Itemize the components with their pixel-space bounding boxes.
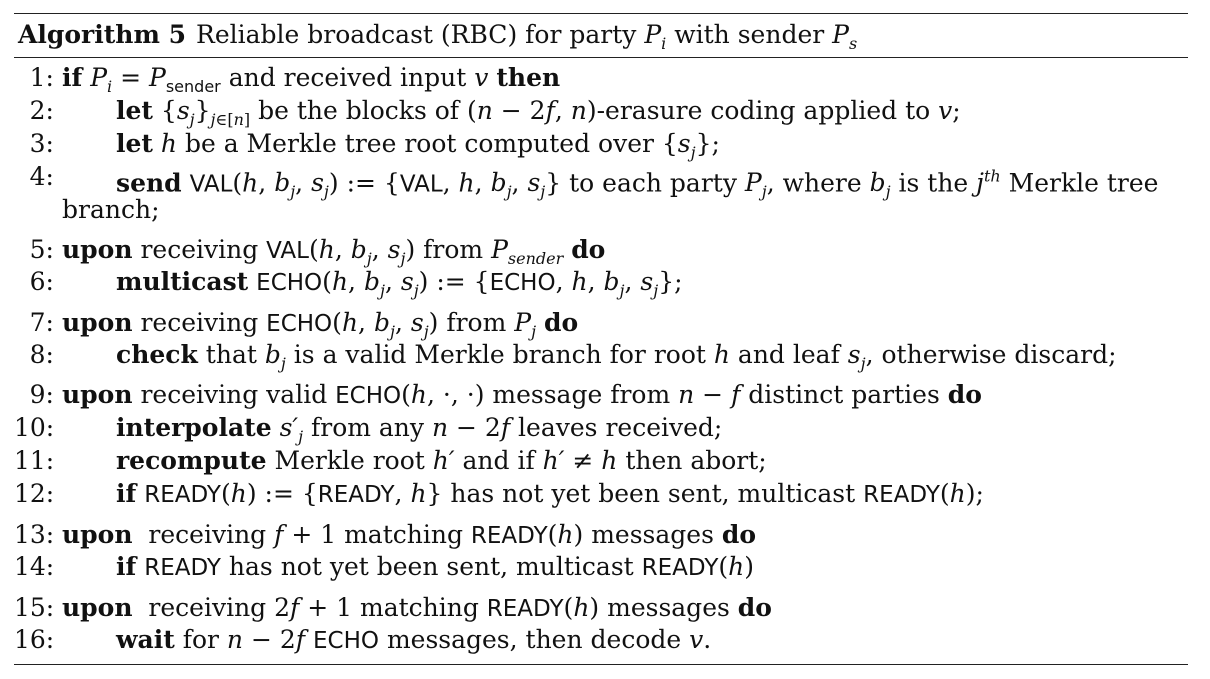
algorithm-line: 8: check that bj is a valid Merkle branch… <box>14 340 1117 373</box>
line-text: let {sj}j∈[n] be the blocks of (n − 2f, … <box>116 96 961 129</box>
algorithm-line: branch; <box>14 195 160 225</box>
line-number: 13: <box>14 520 55 549</box>
caption-rule <box>14 57 1188 58</box>
line-text: upon receiving ECHO(h, bj, sj) from Pj d… <box>62 308 579 341</box>
algorithm-line: 15: upon receiving 2f + 1 matching READY(… <box>14 593 772 623</box>
line-text: recompute Merkle root h′ and if h′ ≠ h t… <box>116 446 767 475</box>
algorithm-line: 10: interpolate s′j from any n − 2f leave… <box>14 413 722 446</box>
algorithm-label: Algorithm 5 <box>18 20 186 49</box>
line-text: wait for n − 2f ECHO messages, then deco… <box>116 625 712 654</box>
algorithm-title: Reliable broadcast (RBC) for party Pi wi… <box>196 20 858 53</box>
line-number: 15: <box>14 593 55 622</box>
algorithm-line: 7: upon receiving ECHO(h, bj, sj) from Pj… <box>14 308 579 341</box>
line-text: upon receiving valid ECHO(h, ·, ·) messa… <box>62 380 982 409</box>
line-number: 7: <box>29 308 54 337</box>
line-number: 2: <box>29 96 54 125</box>
line-text: upon receiving VAL(h, bj, sj) from Psend… <box>62 235 606 268</box>
algorithm-line: 4: send VAL(h, bj, sj) := {VAL, h, bj, sj… <box>14 162 1159 201</box>
line-number: 12: <box>14 479 55 508</box>
line-number: 3: <box>29 129 54 158</box>
top-rule <box>14 13 1188 14</box>
line-text: interpolate s′j from any n − 2f leaves r… <box>116 413 723 446</box>
line-text: send VAL(h, bj, sj) := {VAL, h, bj, sj} … <box>116 167 1159 202</box>
line-text: multicast ECHO(h, bj, sj) := {ECHO, h, b… <box>116 267 683 300</box>
line-number: 6: <box>29 267 54 296</box>
algorithm-line: 3: let h be a Merkle tree root computed o… <box>14 129 720 162</box>
algorithm-line: 1: if Pi = Psender and received input v t… <box>14 63 561 96</box>
algorithm-line: 9: upon receiving valid ECHO(h, ·, ·) mes… <box>14 380 982 410</box>
algorithm-line: 6: multicast ECHO(h, bj, sj) := {ECHO, h,… <box>14 267 683 300</box>
line-text: if READY has not yet been sent, multicas… <box>116 552 755 581</box>
line-number: 14: <box>14 552 55 581</box>
line-number: 8: <box>29 340 54 369</box>
algorithm-caption: Algorithm 5 Reliable broadcast (RBC) for … <box>18 20 857 53</box>
line-text: branch; <box>62 195 160 224</box>
line-number: 11: <box>14 446 55 475</box>
algorithm-line: 12: if READY(h) := {READY, h} has not yet… <box>14 479 984 509</box>
line-text: if READY(h) := {READY, h} has not yet be… <box>116 479 984 508</box>
line-number: 16: <box>14 625 55 654</box>
line-text: if Pi = Psender and received input v the… <box>62 63 561 96</box>
line-number: 10: <box>14 413 55 442</box>
line-text: let h be a Merkle tree root computed ove… <box>116 129 720 162</box>
algorithm-line: 2: let {sj}j∈[n] be the blocks of (n − 2f… <box>14 96 961 129</box>
algorithm-line: 11: recompute Merkle root h′ and if h′ ≠ … <box>14 446 767 476</box>
line-number: 4: <box>29 162 54 191</box>
line-text: upon receiving 2f + 1 matching READY(h) … <box>62 593 772 622</box>
line-text: check that bj is a valid Merkle branch f… <box>116 340 1117 373</box>
line-number: 1: <box>29 63 54 92</box>
algorithm-line: 13: upon receiving f + 1 matching READY(h… <box>14 520 756 550</box>
line-number: 9: <box>29 380 54 409</box>
algorithm-line: 5: upon receiving VAL(h, bj, sj) from Pse… <box>14 235 606 268</box>
line-number: 5: <box>29 235 54 264</box>
algorithm-line: 16: wait for n − 2f ECHO messages, then d… <box>14 625 711 655</box>
bottom-rule <box>14 664 1188 665</box>
line-text: upon receiving f + 1 matching READY(h) m… <box>62 520 757 549</box>
algorithm-line: 14: if READY has not yet been sent, multi… <box>14 552 754 582</box>
